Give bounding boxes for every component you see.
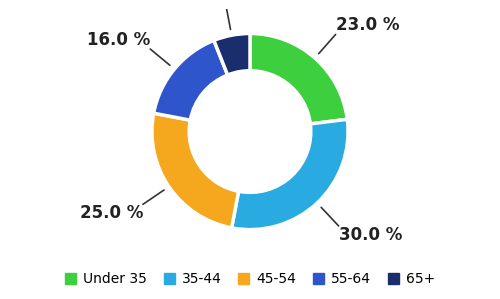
Wedge shape bbox=[250, 33, 348, 124]
Legend: Under 35, 35-44, 45-54, 55-64, 65+: Under 35, 35-44, 45-54, 55-64, 65+ bbox=[62, 269, 438, 289]
Text: 25.0 %: 25.0 % bbox=[80, 204, 143, 222]
Text: 23.0 %: 23.0 % bbox=[336, 16, 399, 34]
Wedge shape bbox=[232, 119, 348, 230]
Text: 6.0 %: 6.0 % bbox=[174, 0, 226, 4]
Text: 30.0 %: 30.0 % bbox=[338, 226, 402, 244]
Wedge shape bbox=[154, 40, 228, 120]
Wedge shape bbox=[214, 33, 250, 75]
Text: 16.0 %: 16.0 % bbox=[87, 31, 150, 49]
Wedge shape bbox=[152, 113, 238, 228]
